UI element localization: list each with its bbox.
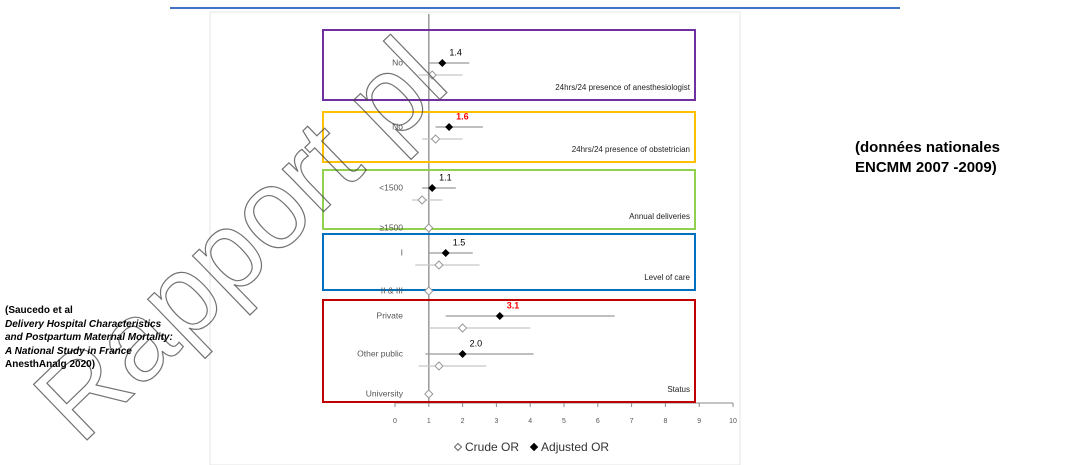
group-label: Annual deliveries: [629, 212, 690, 221]
citation-year: 2020): [69, 359, 96, 370]
group-box: [322, 233, 696, 291]
crude-point: [424, 286, 434, 296]
data-label: 3.1: [507, 300, 520, 310]
row-label: II & III: [381, 285, 403, 295]
group-label: Level of care: [644, 273, 690, 282]
row-label: Private: [377, 310, 404, 320]
row-label: ≥1500: [379, 222, 403, 232]
adjusted-point: [438, 59, 447, 67]
source-note: (données nationales ENCMM 2007 -2009): [855, 138, 1000, 178]
adjusted-point: [428, 184, 437, 192]
x-tick-label: 4: [528, 418, 532, 425]
x-tick-label: 6: [596, 418, 600, 425]
adjusted-point: [495, 312, 504, 320]
citation-author: (Saucedo et al: [5, 305, 73, 316]
crude-point: [430, 134, 441, 144]
adjusted-point: [445, 123, 454, 131]
group-box: [322, 169, 696, 230]
crude-point: [424, 389, 434, 399]
plot-area: 0 1 2 3 4 5 6 7 8 9 10 24hrs/24 presence of anesthe…: [322, 14, 737, 454]
data-label: 1.6: [456, 111, 469, 121]
group-label: 24hrs/24 presence of anesthesiologist: [555, 83, 691, 92]
group-label: 24hrs/24 presence of obstetrician: [572, 145, 690, 154]
x-tick-label: 1: [427, 418, 431, 425]
note-line: (données nationales: [855, 139, 1001, 156]
crude-point: [424, 223, 434, 233]
citation: (Saucedo et al Delivery Hospital Charact…: [5, 304, 175, 372]
data-label: 1.4: [449, 47, 462, 57]
legend-label: Crude OR: [465, 440, 519, 454]
legend-label: Adjusted OR: [541, 440, 609, 454]
legend-symbol: [453, 442, 463, 452]
row-label: No: [392, 57, 403, 67]
row-label: <1500: [379, 182, 403, 192]
data-label: 2.0: [470, 338, 483, 348]
group-box: [322, 299, 696, 403]
adjusted-point: [441, 249, 450, 257]
crude-point: [457, 323, 468, 333]
data-label: 1.5: [453, 237, 466, 247]
crude-point: [417, 195, 427, 205]
legend-symbol: [529, 442, 539, 452]
x-tick-label: 9: [697, 418, 701, 425]
data-label: 1.1: [439, 172, 452, 182]
group-box: [322, 29, 696, 101]
group-box: [322, 111, 696, 163]
chart-panel: [209, 11, 741, 465]
x-tick-label: 8: [663, 418, 667, 425]
crude-point: [434, 260, 444, 270]
row-label: I: [401, 247, 403, 257]
crude-point: [434, 361, 444, 371]
row-label: Other public: [357, 348, 404, 358]
citation-title: Delivery Hospital Characteristics and Po…: [5, 318, 173, 357]
citation-journal: AnesthAnalg: [5, 359, 67, 370]
x-tick-label: 5: [562, 418, 566, 425]
note-line: ENCMM 2007 -2009): [855, 159, 997, 176]
x-tick-label: 2: [461, 418, 465, 425]
row-label: University: [366, 388, 404, 398]
x-tick-label: 3: [494, 418, 498, 425]
x-tick-label: 7: [630, 418, 634, 425]
group-label: Status: [667, 385, 690, 394]
x-tick-label: 0: [393, 418, 397, 425]
adjusted-point: [458, 350, 467, 358]
row-label: No: [392, 121, 403, 131]
crude-point: [427, 70, 437, 80]
x-tick-label: 10: [729, 418, 737, 425]
